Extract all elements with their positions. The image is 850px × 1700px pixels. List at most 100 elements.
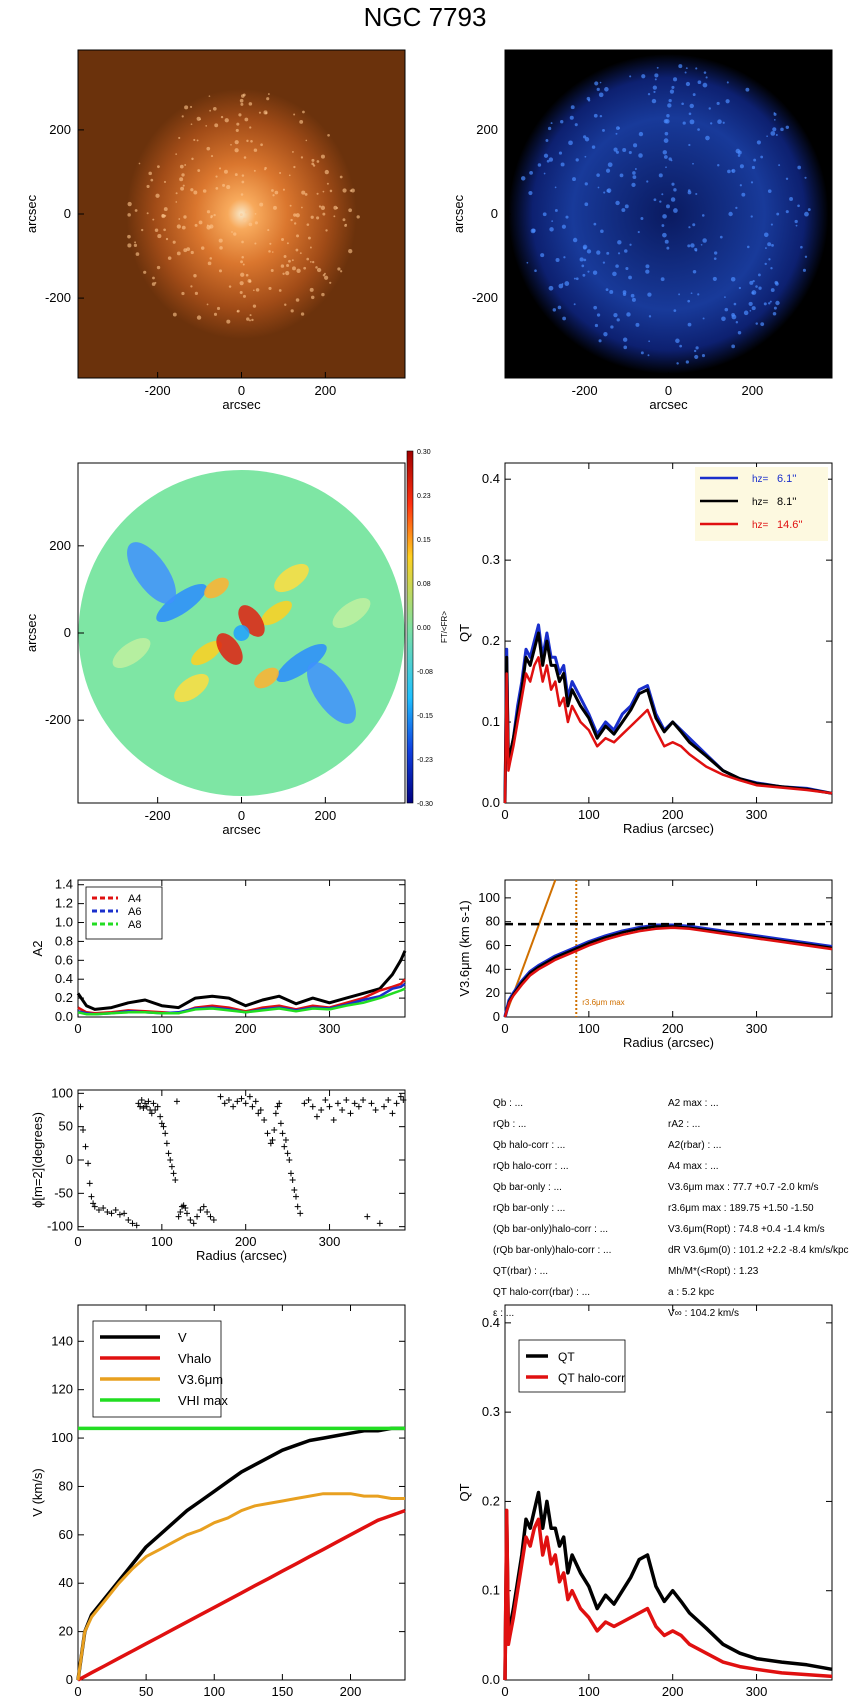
star-knot xyxy=(333,205,338,210)
star-knot xyxy=(778,164,781,167)
star-knot xyxy=(602,261,606,264)
star-knot xyxy=(349,189,352,192)
y-tick-label: 0.0 xyxy=(482,1672,500,1687)
scatter-point xyxy=(204,1209,211,1215)
star-knot xyxy=(678,293,681,296)
star-knot xyxy=(653,198,657,202)
star-knot xyxy=(731,314,737,320)
star-knot xyxy=(135,252,140,256)
star-knot xyxy=(316,192,319,195)
star-knot xyxy=(537,163,542,167)
star-knot xyxy=(640,216,644,220)
star-knot xyxy=(653,90,656,94)
star-knot xyxy=(692,223,696,227)
star-knot xyxy=(749,309,752,312)
star-knot xyxy=(603,332,608,337)
legend-value: 8.1'' xyxy=(777,496,797,508)
x-tick-label: 100 xyxy=(151,1021,173,1036)
y-tick-label: -50 xyxy=(54,1185,73,1200)
y-tick-label: 0.3 xyxy=(482,552,500,567)
star-knot xyxy=(271,189,274,192)
legend-label: VHI max xyxy=(178,1393,228,1408)
star-knot xyxy=(190,123,193,126)
star-knot xyxy=(619,173,624,178)
rmax-label: r3.6μm max xyxy=(582,998,624,1007)
star-knot xyxy=(630,293,635,298)
y-tick-label: 0.1 xyxy=(482,1583,500,1598)
star-knot xyxy=(212,106,217,111)
colorbar-tick-label: 0.30 xyxy=(417,449,431,456)
star-knot xyxy=(239,213,243,217)
star-knot xyxy=(248,102,253,106)
legend-label: A6 xyxy=(128,906,141,918)
star-knot xyxy=(584,182,588,186)
star-knot xyxy=(739,164,744,169)
series-line xyxy=(503,926,833,1018)
star-knot xyxy=(765,247,767,250)
star-knot xyxy=(561,224,566,229)
scatter-point xyxy=(291,1187,298,1193)
star-knot xyxy=(526,261,529,264)
star-knot xyxy=(239,291,243,295)
y-axis-label: ϕ[m=2](degrees) xyxy=(30,1112,45,1208)
x-tick-label: 150 xyxy=(272,1684,294,1699)
scatter-point xyxy=(137,1103,144,1110)
scatter-point xyxy=(86,1180,93,1187)
star-knot xyxy=(612,271,617,277)
star-knot xyxy=(223,169,228,174)
scatter-point xyxy=(261,1117,268,1123)
star-knot xyxy=(146,212,149,215)
star-knot xyxy=(253,169,256,172)
star-knot xyxy=(685,67,688,70)
scatter-point xyxy=(138,1097,145,1103)
scatter-point xyxy=(238,1095,245,1102)
star-knot xyxy=(572,237,578,243)
star-knot xyxy=(304,192,308,196)
y-tick-label: 20 xyxy=(59,1624,73,1639)
star-knot xyxy=(316,267,322,273)
colorbar-tick-label: 0.23 xyxy=(417,493,431,500)
scatter-point xyxy=(282,1137,289,1143)
star-knot xyxy=(804,255,808,258)
scatter-point xyxy=(326,1103,333,1110)
x-tick-label: 200 xyxy=(314,383,336,398)
star-knot xyxy=(654,73,659,78)
star-knot xyxy=(333,215,336,218)
star-knot xyxy=(748,301,753,307)
star-knot xyxy=(673,188,677,192)
star-knot xyxy=(797,204,800,208)
y-axis-label: A2 xyxy=(30,941,45,957)
star-knot xyxy=(295,213,300,218)
star-knot xyxy=(163,180,167,184)
star-knot xyxy=(609,289,614,294)
star-knot xyxy=(236,310,239,313)
star-knot xyxy=(785,125,790,130)
star-knot xyxy=(697,80,702,85)
star-knot xyxy=(156,265,161,270)
star-knot xyxy=(702,317,705,320)
star-knot xyxy=(301,206,303,209)
star-knot xyxy=(550,122,553,125)
star-knot xyxy=(662,150,668,155)
star-knot xyxy=(661,193,664,196)
star-knot xyxy=(586,96,591,101)
star-knot xyxy=(345,223,347,226)
star-knot xyxy=(529,171,533,175)
star-knot xyxy=(180,186,185,191)
star-knot xyxy=(656,66,659,69)
star-knot xyxy=(249,126,252,129)
scatter-point xyxy=(293,1193,299,1200)
scatter-point xyxy=(165,1150,172,1157)
param-line: Qb bar-only : ... xyxy=(493,1182,562,1193)
legend-label: Vhalo xyxy=(178,1351,211,1366)
star-knot xyxy=(641,74,646,79)
scatter-point xyxy=(360,1097,367,1103)
star-knot xyxy=(710,122,713,125)
star-knot xyxy=(604,87,609,92)
legend-box xyxy=(85,886,163,940)
star-knot xyxy=(321,292,325,297)
x-tick-label: 100 xyxy=(203,1684,225,1699)
star-knot xyxy=(285,271,290,276)
star-knot xyxy=(196,116,201,121)
star-knot xyxy=(175,201,178,203)
